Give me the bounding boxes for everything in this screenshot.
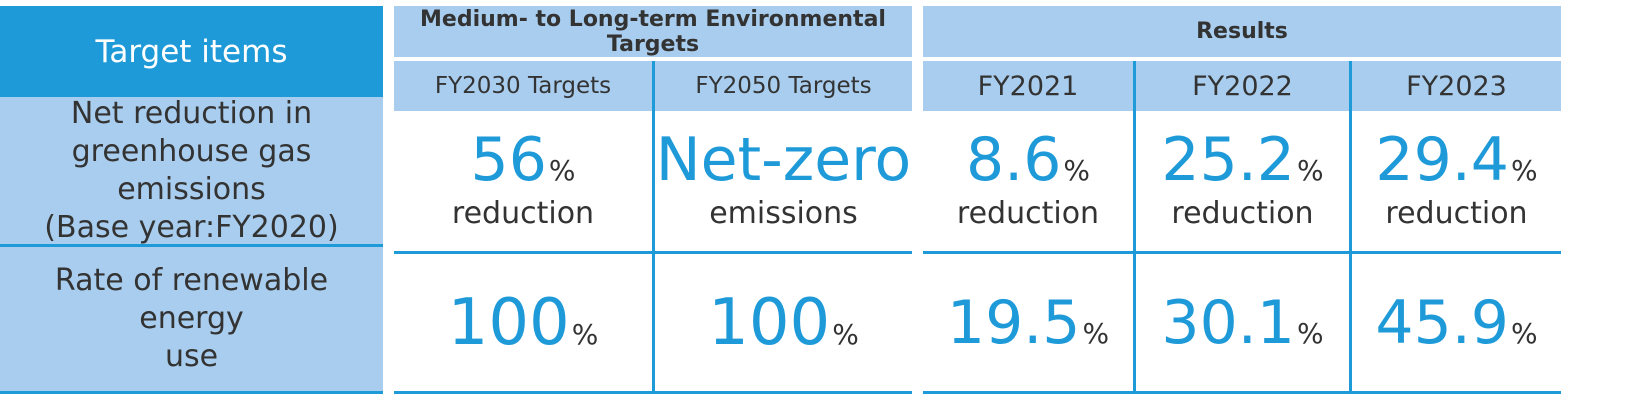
- ghg-fy2023-unit: %: [1510, 154, 1538, 187]
- divider-fy2022-fy2023: [1349, 61, 1352, 394]
- fy2021-header: FY2021: [923, 61, 1133, 111]
- target-items-label: Target items: [95, 33, 288, 70]
- ghg-fy2022-unit: %: [1296, 154, 1324, 187]
- row-label-ghg-line3: (Base year:FY2020): [44, 209, 339, 245]
- row-label-renewable: Rate of renewable energy use: [0, 247, 383, 391]
- renewable-fy2022-unit: %: [1296, 316, 1324, 350]
- ghg-fy2050-value: Net-zero: [655, 125, 912, 195]
- ghg-fy2021-note: reduction: [956, 196, 1100, 231]
- fy2050-targets-header: FY2050 Targets: [655, 61, 912, 111]
- renewable-fy2023-unit: %: [1510, 316, 1538, 350]
- renewable-fy2030-unit: %: [571, 317, 599, 351]
- ghg-fy2023-cell: 29.4% reduction: [1352, 111, 1561, 251]
- divider-fy2030-fy2050: [652, 61, 655, 394]
- ghg-fy2050-note: emissions: [709, 196, 858, 231]
- fy2021-label: FY2021: [977, 70, 1079, 102]
- renewable-fy2050-unit: %: [832, 317, 859, 351]
- fy2030-targets-header: FY2030 Targets: [394, 61, 652, 111]
- ghg-fy2030-value: 56: [470, 125, 547, 195]
- renewable-fy2023-value: 45.9: [1375, 287, 1509, 358]
- row-label-ghg-line2: greenhouse gas emissions: [71, 133, 312, 207]
- medium-long-term-label: Medium- to Long-term Environmental Targe…: [420, 6, 886, 57]
- ghg-fy2030-note: reduction: [451, 196, 595, 231]
- renewable-fy2030-value: 100: [447, 285, 570, 360]
- results-header: Results: [923, 6, 1561, 57]
- divider-fy2021-fy2022: [1133, 61, 1136, 394]
- ghg-fy2022-value: 25.2: [1161, 125, 1295, 195]
- ghg-fy2022-note: reduction: [1171, 196, 1314, 231]
- row-label-ghg: Net reduction in greenhouse gas emission…: [0, 95, 383, 245]
- fy2023-header: FY2023: [1352, 61, 1561, 111]
- row-label-renewable-line2: use: [164, 339, 219, 374]
- ghg-fy2021-value: 8.6: [965, 125, 1062, 195]
- ghg-fy2023-value: 29.4: [1375, 125, 1509, 195]
- target-items-header: Target items: [0, 6, 383, 97]
- row-label-renewable-line1: Rate of renewable energy: [54, 263, 329, 336]
- ghg-fy2022-cell: 25.2% reduction: [1136, 111, 1349, 251]
- renewable-fy2022-cell: 30.1%: [1136, 254, 1349, 391]
- renewable-fy2030-cell: 100%: [394, 254, 652, 391]
- renewable-fy2022-value: 30.1: [1161, 287, 1295, 358]
- fy2030-targets-label: FY2030 Targets: [434, 73, 612, 99]
- ghg-fy2021-cell: 8.6% reduction: [923, 111, 1133, 251]
- results-label: Results: [1196, 19, 1288, 44]
- medium-long-term-header: Medium- to Long-term Environmental Targe…: [394, 6, 912, 57]
- ghg-fy2023-note: reduction: [1385, 196, 1528, 231]
- fy2022-label: FY2022: [1192, 70, 1293, 102]
- renewable-fy2021-unit: %: [1082, 316, 1110, 350]
- ghg-fy2021-unit: %: [1063, 154, 1091, 187]
- ghg-fy2030-unit: %: [548, 154, 576, 187]
- divider-left-bottom: [0, 391, 383, 394]
- ghg-fy2030-cell: 56% reduction: [394, 111, 652, 251]
- renewable-fy2021-value: 19.5: [946, 287, 1081, 358]
- fy2050-targets-label: FY2050 Targets: [695, 73, 872, 99]
- renewable-fy2050-value: 100: [708, 285, 831, 360]
- divider-left-mid: [0, 244, 383, 247]
- renewable-fy2021-cell: 19.5%: [923, 254, 1133, 391]
- divider-results-mid: [923, 251, 1561, 254]
- fy2023-label: FY2023: [1406, 70, 1507, 102]
- row-label-ghg-line1: Net reduction in: [70, 95, 313, 131]
- renewable-fy2023-cell: 45.9%: [1352, 254, 1561, 391]
- renewable-fy2050-cell: 100%: [655, 254, 912, 391]
- fy2022-header: FY2022: [1136, 61, 1349, 111]
- divider-results-bottom: [923, 391, 1561, 394]
- ghg-fy2050-cell: Net-zero emissions: [655, 111, 912, 251]
